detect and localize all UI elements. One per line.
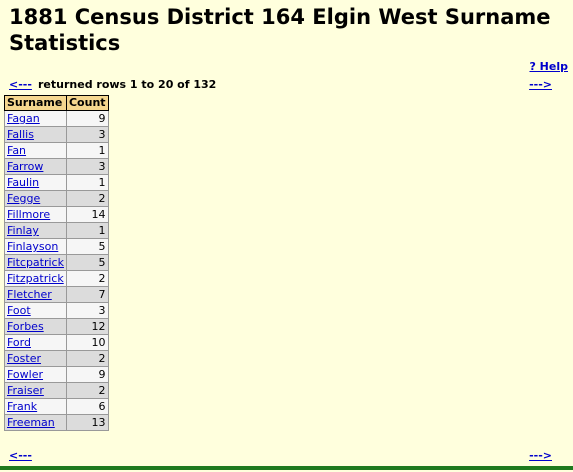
surname-cell: Fitcpatrick xyxy=(4,254,67,271)
surname-cell: Ford xyxy=(4,334,67,351)
surname-link[interactable]: Fegge xyxy=(7,192,41,205)
surname-column-header: Surname xyxy=(4,95,67,111)
table-row: Fallis 3 xyxy=(4,126,109,143)
footer-bar xyxy=(0,466,573,470)
table-row: Fillmore 14 xyxy=(4,206,109,223)
next-page-link[interactable]: ---> xyxy=(529,78,552,91)
page-title: 1881 Census District 164 Elgin West Surn… xyxy=(9,5,551,55)
table-row: Finlay 1 xyxy=(4,222,109,239)
count-cell: 2 xyxy=(65,350,109,367)
table-header-row: Surname Count xyxy=(4,95,109,111)
surname-cell: Foster xyxy=(4,350,67,367)
surname-cell: Foot xyxy=(4,302,67,319)
surname-cell: Fletcher xyxy=(4,286,67,303)
count-cell: 9 xyxy=(65,110,109,127)
surname-link[interactable]: Fitzpatrick xyxy=(7,272,64,285)
table-row: Fan 1 xyxy=(4,142,109,159)
surname-link[interactable]: Fan xyxy=(7,144,27,157)
count-cell: 1 xyxy=(65,222,109,239)
count-cell: 1 xyxy=(65,142,109,159)
surname-cell: Fowler xyxy=(4,366,67,383)
surname-link[interactable]: Frank xyxy=(7,400,38,413)
count-cell: 12 xyxy=(65,318,109,335)
table-row: Forbes 12 xyxy=(4,318,109,335)
count-column-header: Count xyxy=(65,95,109,111)
count-cell: 14 xyxy=(65,206,109,223)
surname-cell: Freeman xyxy=(4,414,67,431)
surname-link[interactable]: Faulin xyxy=(7,176,40,189)
count-cell: 2 xyxy=(65,382,109,399)
surname-link[interactable]: Fowler xyxy=(7,368,44,381)
surname-link[interactable]: Finlay xyxy=(7,224,39,237)
surname-cell: Farrow xyxy=(4,158,67,175)
count-cell: 9 xyxy=(65,366,109,383)
surname-link[interactable]: Foster xyxy=(7,352,41,365)
surname-link[interactable]: Finlayson xyxy=(7,240,59,253)
table-row: Faulin 1 xyxy=(4,174,109,191)
prev-page-link[interactable]: <--- xyxy=(9,78,32,91)
table-row: Fletcher 7 xyxy=(4,286,109,303)
surname-cell: Fan xyxy=(4,142,67,159)
table-row: Fitcpatrick 5 xyxy=(4,254,109,271)
surname-link[interactable]: Fagan xyxy=(7,112,40,125)
surname-link[interactable]: Foot xyxy=(7,304,31,317)
count-cell: 13 xyxy=(65,414,109,431)
surname-cell: Fillmore xyxy=(4,206,67,223)
surname-link[interactable]: Freeman xyxy=(7,416,55,429)
next-page-link-bottom[interactable]: ---> xyxy=(529,449,552,462)
count-cell: 5 xyxy=(65,238,109,255)
table-row: Fagan 9 xyxy=(4,110,109,127)
surname-link[interactable]: Fletcher xyxy=(7,288,52,301)
rows-summary: returned rows 1 to 20 of 132 xyxy=(38,78,217,91)
table-row: Foster 2 xyxy=(4,350,109,367)
table-row: Frank 6 xyxy=(4,398,109,415)
help-link[interactable]: ? Help xyxy=(529,60,568,73)
table-row: Farrow 3 xyxy=(4,158,109,175)
surname-link[interactable]: Forbes xyxy=(7,320,44,333)
surname-link[interactable]: Ford xyxy=(7,336,31,349)
surname-link[interactable]: Farrow xyxy=(7,160,44,173)
count-cell: 2 xyxy=(65,190,109,207)
count-cell: 2 xyxy=(65,270,109,287)
table-row: Fraiser 2 xyxy=(4,382,109,399)
table-row: Fegge 2 xyxy=(4,190,109,207)
table-row: Finlayson 5 xyxy=(4,238,109,255)
surname-cell: Fitzpatrick xyxy=(4,270,67,287)
surname-cell: Faulin xyxy=(4,174,67,191)
surname-link[interactable]: Fillmore xyxy=(7,208,51,221)
count-cell: 7 xyxy=(65,286,109,303)
surname-cell: Fegge xyxy=(4,190,67,207)
surname-link[interactable]: Fraiser xyxy=(7,384,44,397)
results-nav-bottom: <--- ---> xyxy=(9,449,552,463)
table-row: Fowler 9 xyxy=(4,366,109,383)
table-row: Foot 3 xyxy=(4,302,109,319)
results-nav-top: <--- returned rows 1 to 20 of 132 ---> xyxy=(9,78,552,92)
table-row: Freeman 13 xyxy=(4,414,109,431)
count-cell: 10 xyxy=(65,334,109,351)
count-cell: 6 xyxy=(65,398,109,415)
prev-page-link-bottom[interactable]: <--- xyxy=(9,449,32,462)
surname-link[interactable]: Fitcpatrick xyxy=(7,256,64,269)
table-row: Ford 10 xyxy=(4,334,109,351)
count-cell: 3 xyxy=(65,302,109,319)
surname-cell: Finlay xyxy=(4,222,67,239)
surname-cell: Fraiser xyxy=(4,382,67,399)
count-cell: 1 xyxy=(65,174,109,191)
surname-cell: Finlayson xyxy=(4,238,67,255)
surname-cell: Forbes xyxy=(4,318,67,335)
surname-link[interactable]: Fallis xyxy=(7,128,34,141)
count-cell: 5 xyxy=(65,254,109,271)
surname-cell: Frank xyxy=(4,398,67,415)
table-row: Fitzpatrick 2 xyxy=(4,270,109,287)
surname-cell: Fallis xyxy=(4,126,67,143)
surname-cell: Fagan xyxy=(4,110,67,127)
surname-stats-table: Surname Count Fagan 9 Fallis 3 Fan 1 Farrow 3 Fa… xyxy=(4,95,109,431)
count-cell: 3 xyxy=(65,126,109,143)
count-cell: 3 xyxy=(65,158,109,175)
